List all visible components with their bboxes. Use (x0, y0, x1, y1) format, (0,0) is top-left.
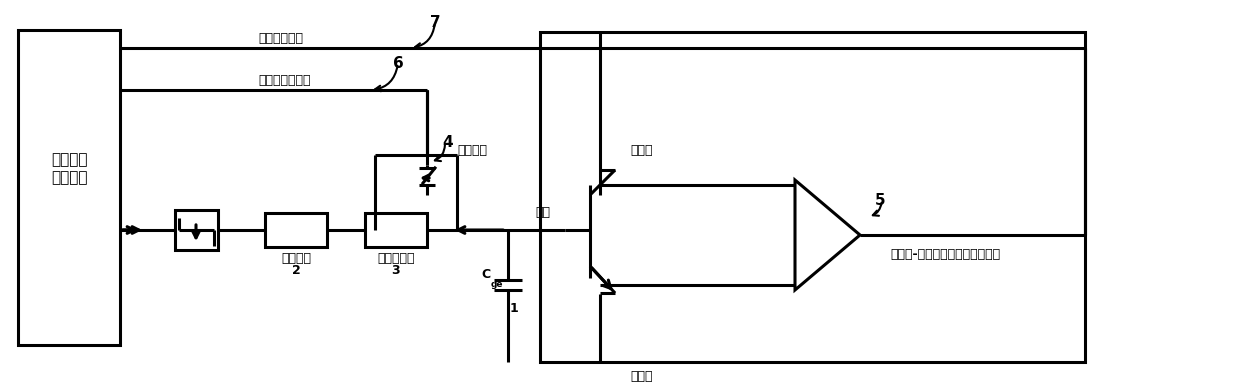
Text: C: C (481, 267, 489, 281)
Bar (265, 213, 327, 247)
Text: ge: ge (491, 280, 503, 289)
Text: 3: 3 (392, 265, 400, 278)
Text: 集电极-发射极电压测量比较电路: 集电极-发射极电压测量比较电路 (890, 249, 1000, 261)
Bar (540, 32, 1085, 362)
Text: 集电极: 集电极 (629, 143, 653, 156)
Text: 软关断电阻: 软关断电阻 (377, 252, 415, 265)
Text: 门极电阻: 门极电阻 (281, 252, 311, 265)
Text: 4: 4 (442, 134, 452, 149)
Text: 1: 1 (510, 301, 519, 314)
Text: 门极驱动: 门极驱动 (51, 152, 87, 167)
Bar (175, 210, 218, 250)
Text: 5: 5 (875, 192, 886, 207)
Text: 门极: 门极 (535, 205, 550, 218)
Text: 短路判断信号: 短路判断信号 (258, 31, 304, 45)
Bar (19, 30, 120, 345)
Bar (366, 213, 427, 247)
Text: 2: 2 (291, 265, 300, 278)
Text: 7: 7 (430, 15, 440, 29)
Text: 旁路开关: 旁路开关 (457, 143, 487, 156)
Text: 发射极: 发射极 (629, 370, 653, 383)
Text: 逻辑电路: 逻辑电路 (51, 171, 87, 185)
Text: 6: 6 (393, 56, 404, 71)
Text: 软关断命令信号: 软关断命令信号 (258, 74, 311, 87)
